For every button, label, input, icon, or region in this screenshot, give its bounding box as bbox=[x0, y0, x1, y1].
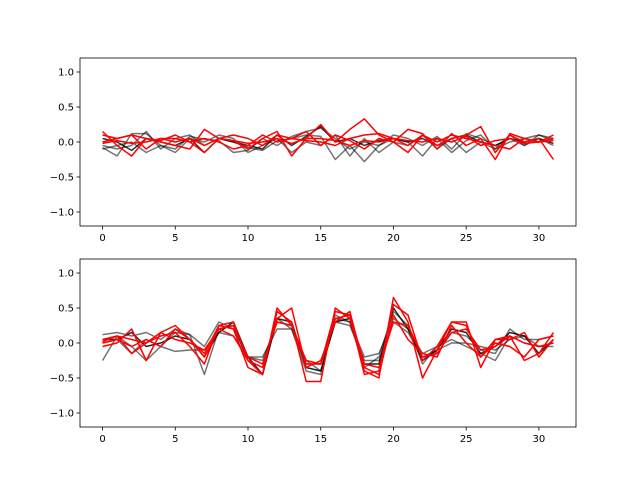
y-tick-label: 1.0 bbox=[58, 68, 74, 79]
red-series-line-5 bbox=[102, 303, 555, 376]
x-tick-label: 0 bbox=[99, 233, 105, 244]
y-tick-label: 0.5 bbox=[58, 103, 74, 114]
red-series-line-4 bbox=[102, 296, 555, 383]
black-series-line-1 bbox=[102, 130, 554, 163]
x-tick-label: 5 bbox=[172, 434, 178, 445]
subplot-top: 0 5 10 15 20 25 30 −1.0 −0.5 0.0 0.5 1.0 bbox=[50, 57, 577, 244]
x-tick-label: 30 bbox=[533, 233, 546, 244]
y-tick-label: 0.0 bbox=[58, 138, 74, 149]
y-tick-label: −0.5 bbox=[50, 173, 74, 184]
y-tick-label: 0.5 bbox=[58, 304, 74, 315]
x-tick-label: 15 bbox=[314, 434, 327, 445]
x-tick-label: 30 bbox=[533, 434, 546, 445]
subplot-bottom: 0 5 10 15 20 25 30 −1.0 −0.5 0.0 0.5 1.0 bbox=[50, 258, 577, 445]
x-tick-label: 25 bbox=[460, 434, 473, 445]
y-tick-label: −1.0 bbox=[50, 208, 74, 219]
red-series-line-4 bbox=[102, 118, 555, 160]
x-tick-label: 0 bbox=[99, 434, 105, 445]
y-tick-label: 0.0 bbox=[58, 339, 74, 350]
red-series-line-7 bbox=[102, 307, 554, 376]
x-tick-label: 10 bbox=[242, 434, 255, 445]
y-tick-label: −0.5 bbox=[50, 374, 74, 385]
series-group bbox=[101, 296, 555, 383]
series-group bbox=[102, 118, 555, 163]
x-tick-label: 20 bbox=[387, 233, 400, 244]
x-tick-label: 25 bbox=[460, 233, 473, 244]
x-tick-label: 20 bbox=[387, 434, 400, 445]
x-tick-label: 15 bbox=[314, 233, 327, 244]
red-series-line-5 bbox=[102, 132, 554, 150]
y-tick-label: 1.0 bbox=[58, 269, 74, 280]
x-tick-label: 10 bbox=[242, 233, 255, 244]
y-tick-label: −1.0 bbox=[50, 409, 74, 420]
x-tick-label: 5 bbox=[172, 233, 178, 244]
red-series-line-7 bbox=[102, 128, 554, 161]
